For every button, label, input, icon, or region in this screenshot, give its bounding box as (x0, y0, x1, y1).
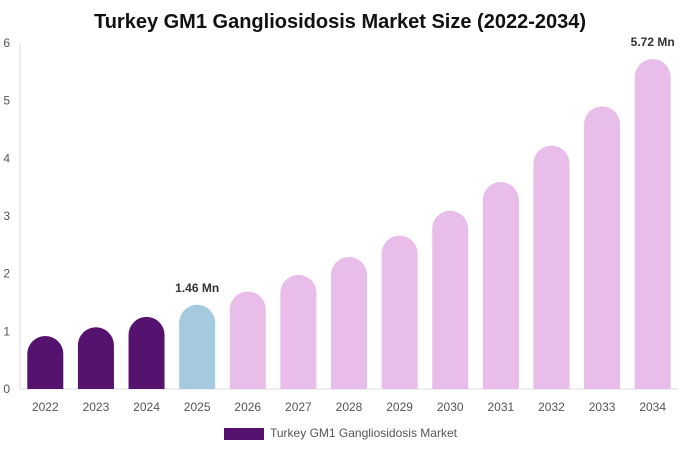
x-tick-label: 2029 (386, 400, 413, 414)
y-tick-label: 2 (3, 267, 10, 281)
y-tick-label: 5 (3, 94, 10, 108)
chart-title: Turkey GM1 Gangliosidosis Market Size (2… (94, 11, 586, 33)
x-tick-label: 2023 (83, 400, 110, 414)
chart-bars (27, 59, 671, 389)
x-tick-label: 2025 (184, 400, 211, 414)
chart-legend: Turkey GM1 Gangliosidosis Market (224, 426, 458, 440)
bar-2026 (229, 291, 266, 389)
x-tick-label: 2033 (589, 400, 616, 414)
bar-2025 (179, 304, 216, 389)
bar-2023 (77, 327, 114, 389)
y-tick-label: 4 (3, 151, 10, 165)
legend-label: Turkey GM1 Gangliosidosis Market (270, 426, 458, 440)
bar-2024 (128, 316, 165, 389)
chart-axes: 0 1 2 3 4 5 6 2022 2023 2024 2025 2026 2027 2028 2029 2… (3, 36, 678, 414)
y-tick-label: 1 (3, 324, 10, 338)
x-tick-label: 2034 (639, 400, 666, 414)
data-label: 5.72 Mn (631, 35, 675, 49)
bar-2033 (584, 106, 621, 389)
y-tick-label: 6 (3, 36, 10, 50)
data-label: 1.46 Mn (175, 281, 219, 295)
x-tick-label: 2030 (437, 400, 464, 414)
x-tick-label: 2026 (234, 400, 261, 414)
x-tick-label: 2027 (285, 400, 312, 414)
bar-2031 (482, 182, 519, 389)
x-tick-label: 2024 (133, 400, 160, 414)
bar-2027 (280, 274, 317, 389)
bar-2030 (432, 210, 469, 389)
legend-swatch (224, 428, 264, 440)
x-tick-label: 2028 (336, 400, 363, 414)
x-tick-label: 2022 (32, 400, 59, 414)
x-tick-label: 2032 (538, 400, 565, 414)
y-tick-label: 0 (3, 382, 10, 396)
x-tick-label: 2031 (487, 400, 514, 414)
chart-data-labels: 1.46 Mn 5.72 Mn (175, 35, 675, 295)
y-tick-label: 3 (3, 209, 10, 223)
bar-2028 (331, 256, 367, 389)
bar-2032 (533, 145, 570, 389)
bar-2029 (381, 235, 418, 389)
bar-2022 (27, 335, 64, 389)
bar-2034 (634, 59, 671, 389)
